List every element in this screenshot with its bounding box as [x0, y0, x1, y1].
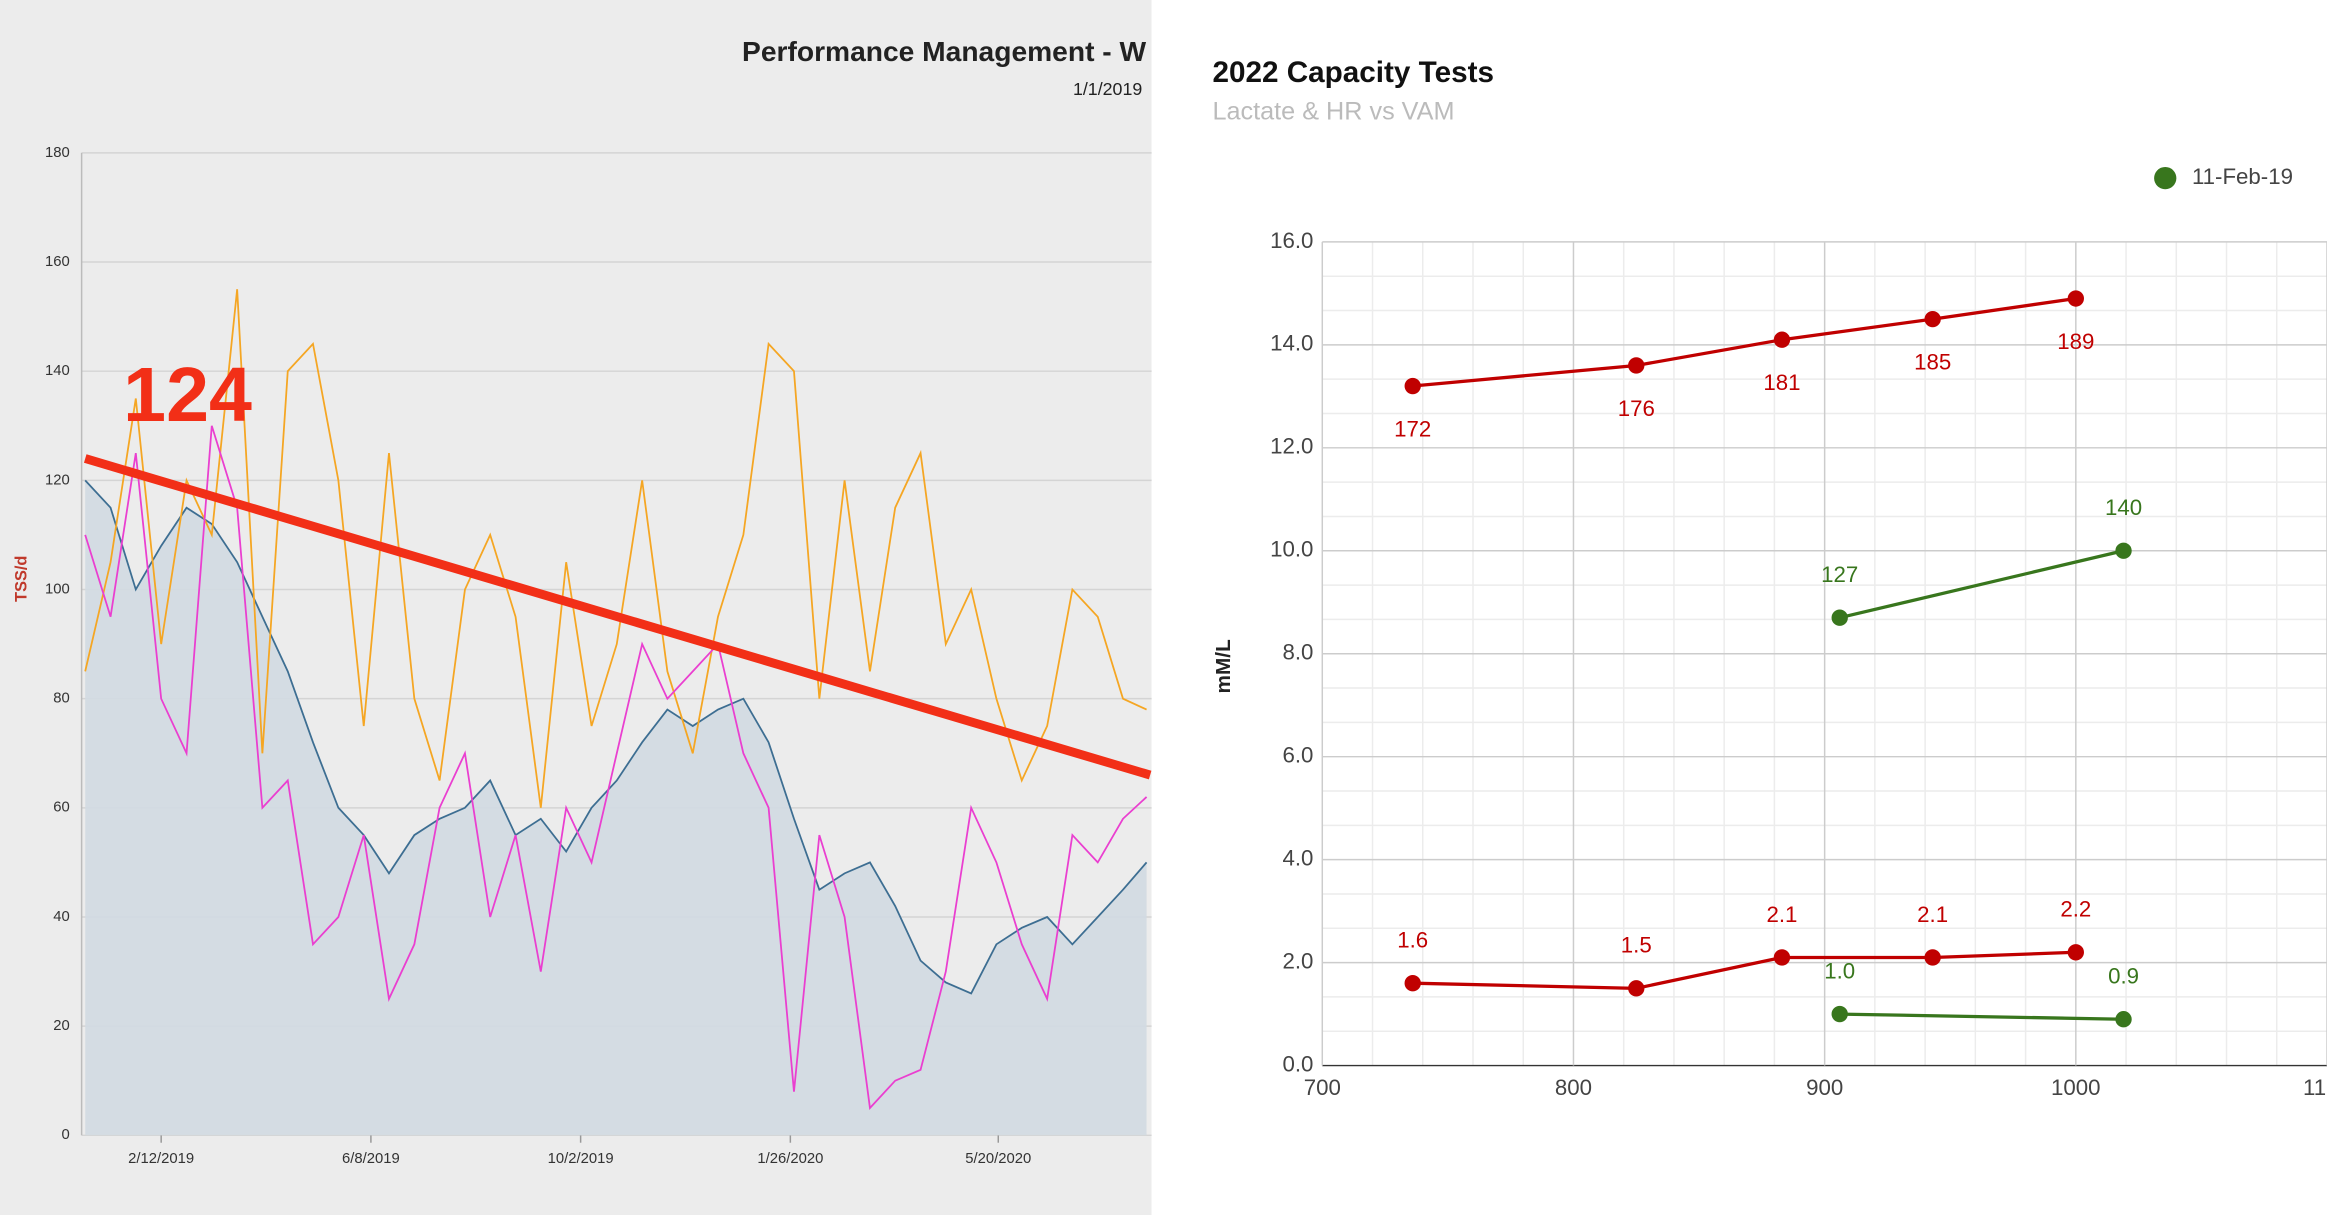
data-point [1924, 310, 1941, 328]
data-label: 185 [1914, 350, 1951, 375]
y-tick-label: 2.0 [1282, 948, 1313, 973]
y-tick-label: 0.0 [1282, 1051, 1313, 1076]
data-point [1404, 975, 1421, 992]
x-tick-label: 6/8/2019 [342, 1151, 400, 1167]
x-tick-label: 1/26/2020 [757, 1151, 823, 1167]
y-tick-label: 20 [53, 1018, 69, 1034]
x-tick-label: 1000 [2051, 1075, 2101, 1100]
y-tick-label: 14.0 [1270, 331, 1313, 356]
y-tick-label: 180 [45, 145, 70, 161]
series-line [84, 425, 1148, 1110]
series-line [84, 289, 1147, 808]
data-label: 140 [2105, 495, 2142, 520]
trend-line [83, 454, 1152, 780]
data-point [1404, 377, 1421, 395]
series-line [1839, 549, 2124, 620]
y-tick-label: 8.0 [1282, 640, 1313, 665]
data-point [1924, 949, 1941, 966]
y-tick-label: 16.0 [1270, 228, 1313, 253]
data-label: 1.6 [1397, 928, 1428, 953]
x-tick-label: 800 [1555, 1075, 1592, 1100]
data-label: 176 [1618, 396, 1655, 421]
legend-label: 11-Feb-19 [2192, 164, 2293, 189]
x-tick-label: 10/2/2019 [548, 1151, 614, 1167]
data-label: 1.5 [1621, 933, 1652, 958]
x-tick-label: 1100 [2303, 1075, 2327, 1100]
data-label: 181 [1763, 370, 1800, 395]
y-tick-label: 60 [53, 800, 69, 816]
x-tick-label: 5/20/2020 [965, 1151, 1031, 1167]
data-label: 189 [2057, 329, 2094, 354]
data-point [2067, 944, 2084, 961]
data-label: 2.1 [1917, 902, 1948, 927]
data-label: 1.0 [1824, 958, 1855, 983]
data-point [1773, 949, 1791, 966]
data-point [1831, 1005, 1848, 1023]
series-line [84, 479, 1148, 995]
left-chart: Performance Management - W 1/1/2019 TSS/… [13, 35, 1152, 1167]
legend-marker [2154, 166, 2177, 190]
chart-subtitle: 1/1/2019 [1073, 79, 1142, 99]
data-point [1628, 357, 1645, 374]
data-label: 0.9 [2108, 964, 2139, 989]
right-chart: 2022 Capacity Tests Lactate & HR vs VAM … [1212, 56, 2327, 1100]
y-axis-label: TSS/d [13, 556, 31, 602]
chart-subtitle: Lactate & HR vs VAM [1212, 97, 1454, 125]
y-tick-label: 40 [53, 909, 69, 925]
data-point [1628, 980, 1645, 997]
data-label: 2.2 [2060, 897, 2091, 922]
y-tick-label: 100 [45, 581, 70, 597]
chart-title: Performance Management - W [742, 35, 1147, 67]
series-line [1839, 1012, 2124, 1021]
y-tick-label: 10.0 [1270, 537, 1313, 562]
y-tick-label: 80 [53, 691, 69, 707]
annotation: 124 [123, 352, 252, 438]
x-tick-label: 900 [1806, 1075, 1843, 1100]
data-point [2115, 542, 2132, 559]
x-tick-label: 700 [1304, 1075, 1341, 1100]
data-point [1831, 609, 1848, 626]
y-tick-label: 12.0 [1270, 434, 1313, 459]
y-tick-label: 4.0 [1282, 846, 1313, 871]
y-tick-label: 140 [45, 363, 70, 379]
data-label: 127 [1821, 562, 1858, 587]
data-label: 2.1 [1766, 902, 1797, 927]
right-panel-bg [1151, 0, 2327, 1215]
y-tick-label: 0 [62, 1127, 70, 1143]
y-tick-label: 120 [45, 472, 70, 488]
chart-title: 2022 Capacity Tests [1212, 56, 1493, 89]
x-tick-label: 2/12/2019 [128, 1151, 194, 1167]
y-axis-label: mM/L [1212, 639, 1235, 694]
data-point [2115, 1011, 2132, 1028]
area [85, 480, 1147, 1136]
y-tick-label: 6.0 [1282, 743, 1313, 768]
data-point [2067, 290, 2084, 307]
data-label: 172 [1394, 416, 1431, 441]
y-tick-label: 160 [45, 254, 70, 270]
data-point [1773, 331, 1791, 348]
